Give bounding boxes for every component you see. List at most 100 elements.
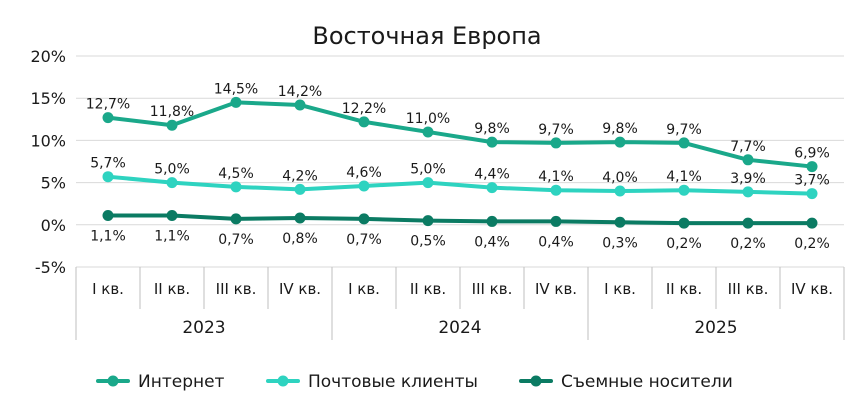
x-tick-label: I кв. xyxy=(348,280,380,298)
data-point xyxy=(614,185,626,197)
data-label: 0,7% xyxy=(218,232,254,248)
legend-label: Интернет xyxy=(138,372,225,392)
data-point xyxy=(230,181,242,193)
grid-layer xyxy=(76,55,844,268)
legend-point-marker xyxy=(107,375,119,387)
data-point xyxy=(742,154,754,166)
legend-point-marker xyxy=(530,375,542,387)
data-label: 9,7% xyxy=(666,122,702,138)
x-tick-label: IV кв. xyxy=(279,280,321,298)
data-label: 7,7% xyxy=(730,139,766,155)
data-label: 0,2% xyxy=(794,236,830,252)
data-point xyxy=(102,112,114,124)
data-label: 0,2% xyxy=(730,236,766,252)
data-label: 0,4% xyxy=(538,234,574,250)
data-label: 11,0% xyxy=(406,111,450,127)
x-tick-label: IV кв. xyxy=(791,280,833,298)
x-tick-label: III кв. xyxy=(728,280,769,298)
data-label: 12,7% xyxy=(86,97,130,113)
data-point xyxy=(230,213,242,225)
data-label: 6,9% xyxy=(794,146,830,162)
series-line-0 xyxy=(106,100,814,169)
data-label: 12,2% xyxy=(342,101,386,117)
data-point xyxy=(486,182,498,194)
data-label: 9,8% xyxy=(602,121,638,137)
data-point xyxy=(294,183,306,195)
y-tick-label: 0% xyxy=(41,216,66,235)
data-point xyxy=(742,217,754,229)
x-tick-label: IV кв. xyxy=(535,280,577,298)
data-point xyxy=(742,186,754,198)
data-point xyxy=(102,171,114,183)
data-point xyxy=(550,137,562,149)
data-label: 4,6% xyxy=(346,165,382,181)
data-label: 1,1% xyxy=(154,229,190,245)
x-tick-label: I кв. xyxy=(604,280,636,298)
x-tick-label: III кв. xyxy=(472,280,513,298)
data-label: 0,2% xyxy=(666,236,702,252)
year-label: 2023 xyxy=(182,318,225,338)
data-point xyxy=(550,215,562,227)
y-tick-label: 20% xyxy=(30,47,66,66)
data-label: 0,4% xyxy=(474,234,510,250)
data-point xyxy=(678,137,690,149)
data-label: 0,7% xyxy=(346,232,382,248)
chart-title: Восточная Европа xyxy=(312,22,541,50)
data-label-layer: 12,7% 11,8% 14,5% 14,2% 12,2% 11,0% 9,8% 9,7% 9,… xyxy=(86,81,830,252)
legend-point-marker xyxy=(277,375,289,387)
data-label: 14,2% xyxy=(278,84,322,100)
legend-label: Съемные носители xyxy=(561,372,733,392)
data-label: 9,7% xyxy=(538,122,574,138)
data-point xyxy=(166,119,178,131)
data-point xyxy=(422,126,434,138)
data-point xyxy=(806,161,818,173)
data-point xyxy=(358,213,370,225)
data-label: 9,8% xyxy=(474,121,510,137)
data-point xyxy=(806,188,818,200)
data-point xyxy=(486,136,498,148)
data-label: 3,7% xyxy=(794,173,830,189)
year-label: 2025 xyxy=(694,318,737,338)
data-label: 11,8% xyxy=(150,104,194,120)
data-point xyxy=(294,99,306,111)
data-point xyxy=(102,210,114,222)
data-point xyxy=(166,210,178,222)
data-point xyxy=(614,216,626,228)
y-tick-label: 10% xyxy=(30,131,66,150)
y-tick-label: -5% xyxy=(35,258,66,277)
data-label: 5,7% xyxy=(90,156,126,172)
series-line-1 xyxy=(106,174,814,196)
data-point xyxy=(358,180,370,192)
data-point xyxy=(230,96,242,108)
x-tick-label: II кв. xyxy=(410,280,446,298)
data-label: 4,1% xyxy=(666,169,702,185)
legend: Интернет Почтовые клиенты Съемные носители xyxy=(96,372,733,392)
data-label: 4,0% xyxy=(602,170,638,186)
year-label: 2024 xyxy=(438,318,481,338)
data-point xyxy=(678,184,690,196)
data-label: 3,9% xyxy=(730,171,766,187)
x-tick-label: I кв. xyxy=(92,280,124,298)
data-point xyxy=(678,217,690,229)
data-point xyxy=(486,215,498,227)
data-point xyxy=(614,136,626,148)
data-point xyxy=(294,212,306,224)
data-label: 0,3% xyxy=(602,235,638,251)
data-label: 5,0% xyxy=(154,162,190,178)
data-label: 4,1% xyxy=(538,169,574,185)
data-point xyxy=(166,177,178,189)
y-tick-label: 5% xyxy=(41,174,66,193)
data-label: 0,5% xyxy=(410,234,446,250)
data-label: 14,5% xyxy=(214,81,258,97)
data-label: 4,2% xyxy=(282,168,318,184)
data-label: 1,1% xyxy=(90,229,126,245)
series-layer xyxy=(102,96,818,229)
series-line-2 xyxy=(106,213,814,226)
data-point xyxy=(358,116,370,128)
data-point xyxy=(806,217,818,229)
data-point xyxy=(422,215,434,227)
data-label: 0,8% xyxy=(282,231,318,247)
legend-label: Почтовые клиенты xyxy=(308,372,478,392)
data-label: 5,0% xyxy=(410,162,446,178)
